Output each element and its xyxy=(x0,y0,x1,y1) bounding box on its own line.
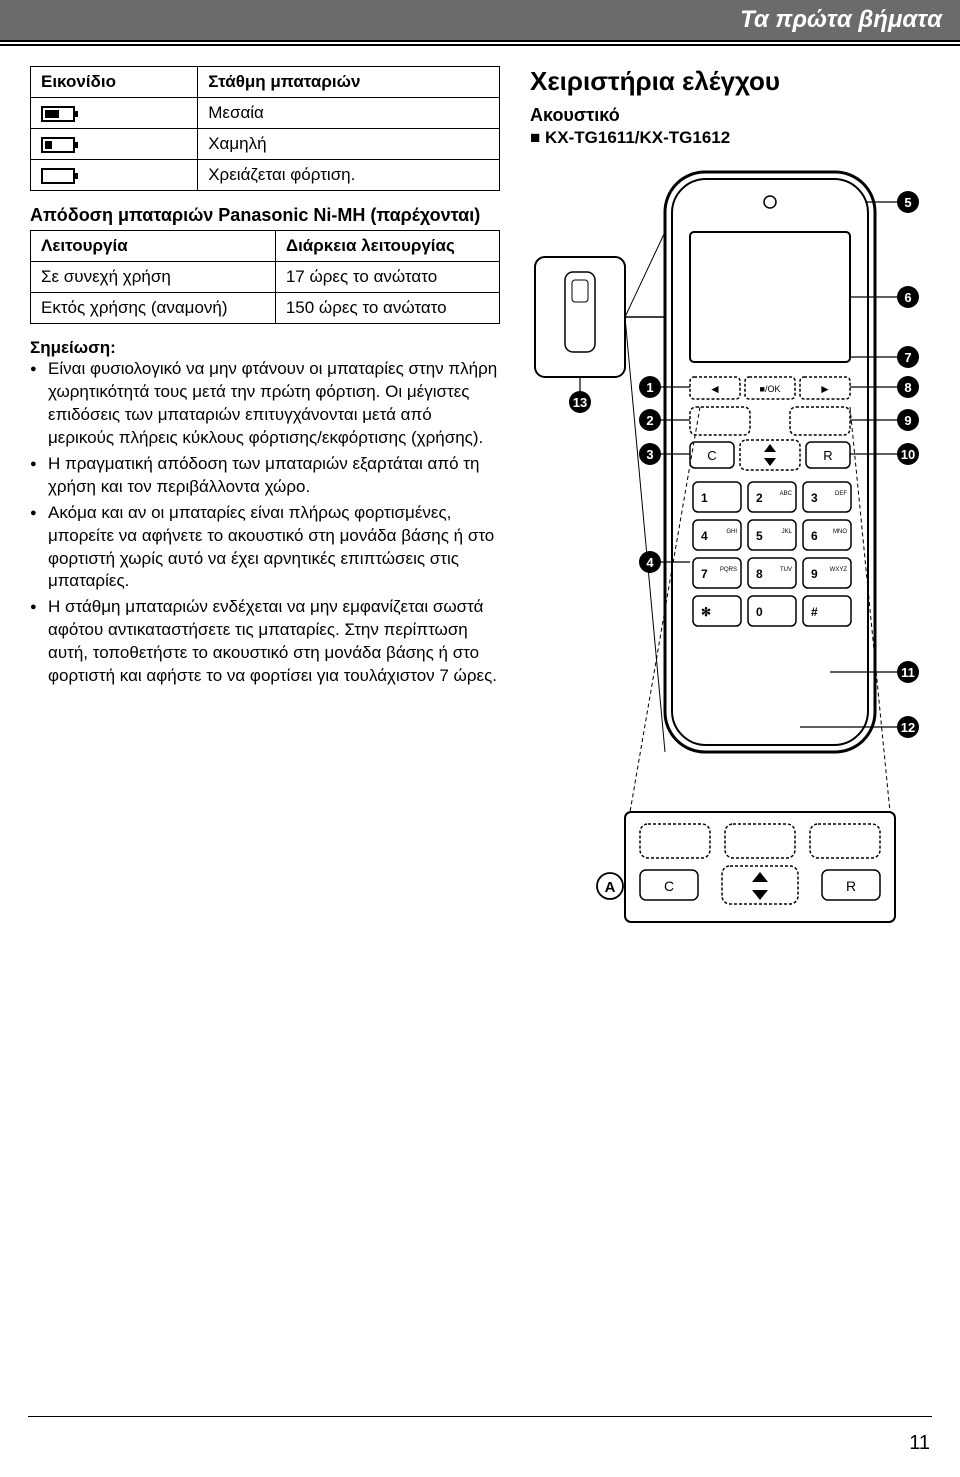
note-item: Η στάθμη μπαταριών ενδέχεται να μην εμφα… xyxy=(30,596,500,688)
page-number: 11 xyxy=(909,1432,930,1455)
svg-text:A: A xyxy=(605,879,616,896)
page-header-title: Τα πρώτα βήματα xyxy=(740,6,942,33)
svg-text:10: 10 xyxy=(901,447,915,462)
table-row: Μεσαία xyxy=(31,98,500,129)
svg-text:6: 6 xyxy=(904,290,911,305)
svg-text:PQRS: PQRS xyxy=(720,567,737,573)
svg-text:■/OK: ■/OK xyxy=(760,384,781,394)
svg-text:R: R xyxy=(823,448,832,463)
svg-text:►: ► xyxy=(819,382,831,396)
battery-medium-icon xyxy=(41,106,75,122)
battery-label: Χρειάζεται φόρτιση. xyxy=(198,160,500,191)
handset-diagram: ◄ ■/OK ► C R 12ABC3DEF4GHI5JKL6MNO7PQRS8 xyxy=(530,162,930,942)
notes-list: Είναι φυσιολογικό να μην φτάνουν οι μπατ… xyxy=(30,358,500,688)
svg-text:TUV: TUV xyxy=(780,567,792,573)
perf-duration: 17 ώρες το ανώτατο xyxy=(275,262,499,293)
battery-level-table: Εικονίδιο Στάθμη μπαταριών Μεσαία xyxy=(30,66,500,191)
perf-header-mode: Λειτουργία xyxy=(31,231,276,262)
note-item: Είναι φυσιολογικό να μην φτάνουν οι μπατ… xyxy=(30,358,500,450)
svg-text:DEF: DEF xyxy=(835,491,847,497)
svg-text:11: 11 xyxy=(901,665,915,680)
svg-text:3: 3 xyxy=(811,491,818,505)
svg-text:3: 3 xyxy=(646,447,653,462)
battery-label: Χαμηλή xyxy=(198,129,500,160)
svg-text:MNO: MNO xyxy=(833,529,847,535)
perf-mode: Εκτός χρήσης (αναμονή) xyxy=(31,293,276,324)
right-column: Χειριστήρια ελέγχου Ακουστικό ■ KX-TG161… xyxy=(530,66,930,942)
svg-text:7: 7 xyxy=(701,567,708,581)
battery-label: Μεσαία xyxy=(198,98,500,129)
notes-heading: Σημείωση: xyxy=(30,338,500,358)
handset-svg: ◄ ■/OK ► C R 12ABC3DEF4GHI5JKL6MNO7PQRS8 xyxy=(530,162,930,942)
svg-text:ABC: ABC xyxy=(780,491,793,497)
svg-text:2: 2 xyxy=(646,413,653,428)
svg-text:C: C xyxy=(664,878,674,894)
svg-text:7: 7 xyxy=(904,350,911,365)
svg-text:1: 1 xyxy=(646,380,653,395)
battery-low-icon xyxy=(41,137,75,153)
svg-text:✻: ✻ xyxy=(701,605,711,619)
svg-text:6: 6 xyxy=(811,529,818,543)
svg-text:1: 1 xyxy=(701,491,708,505)
svg-text:8: 8 xyxy=(904,380,911,395)
svg-text:C: C xyxy=(707,448,716,463)
left-column: Εικονίδιο Στάθμη μπαταριών Μεσαία xyxy=(30,66,500,942)
svg-text:4: 4 xyxy=(646,555,654,570)
table-row: Χρειάζεται φόρτιση. xyxy=(31,160,500,191)
model-bullet: ■ xyxy=(530,128,540,147)
note-item: Ακόμα και αν οι μπαταρίες είναι πλήρως φ… xyxy=(30,502,500,594)
svg-text:#: # xyxy=(811,605,818,619)
battery-empty-icon xyxy=(41,168,75,184)
battery-icon-cell xyxy=(31,129,198,160)
footer-rule xyxy=(28,1416,932,1417)
note-item: Η πραγματική απόδοση των μπαταριών εξαρτ… xyxy=(30,453,500,499)
svg-text:5: 5 xyxy=(756,529,763,543)
svg-text:5: 5 xyxy=(904,195,911,210)
battery-table-header-level: Στάθμη μπαταριών xyxy=(198,67,500,98)
perf-duration: 150 ώρες το ανώτατο xyxy=(275,293,499,324)
svg-text:9: 9 xyxy=(811,567,818,581)
svg-text:13: 13 xyxy=(573,395,587,410)
svg-text:12: 12 xyxy=(901,720,915,735)
battery-icon-cell xyxy=(31,98,198,129)
controls-subtitle: Ακουστικό xyxy=(530,105,930,126)
svg-text:2: 2 xyxy=(756,491,763,505)
performance-heading: Απόδοση μπαταριών Panasonic Ni-MH (παρέχ… xyxy=(30,205,500,226)
svg-text:8: 8 xyxy=(756,567,763,581)
battery-icon-cell xyxy=(31,160,198,191)
model-text: KX-TG1611/KX-TG1612 xyxy=(545,128,730,147)
table-row: Σε συνεχή χρήση 17 ώρες το ανώτατο xyxy=(31,262,500,293)
svg-text:R: R xyxy=(846,878,856,894)
svg-text:0: 0 xyxy=(756,605,763,619)
svg-text:4: 4 xyxy=(701,529,708,543)
svg-text:GHI: GHI xyxy=(726,529,737,535)
perf-mode: Σε συνεχή χρήση xyxy=(31,262,276,293)
controls-title: Χειριστήρια ελέγχου xyxy=(530,66,930,97)
page-header: Τα πρώτα βήματα xyxy=(0,0,960,42)
performance-table: Λειτουργία Διάρκεια λειτουργίας Σε συνεχ… xyxy=(30,230,500,324)
svg-text:9: 9 xyxy=(904,413,911,428)
svg-text:WXYZ: WXYZ xyxy=(830,567,848,573)
battery-table-header-icon: Εικονίδιο xyxy=(31,67,198,98)
svg-text:JKL: JKL xyxy=(782,529,793,535)
svg-text:◄: ◄ xyxy=(709,382,721,396)
table-row: Εκτός χρήσης (αναμονή) 150 ώρες το ανώτα… xyxy=(31,293,500,324)
table-row: Χαμηλή xyxy=(31,129,500,160)
perf-header-duration: Διάρκεια λειτουργίας xyxy=(275,231,499,262)
model-line: ■ KX-TG1611/KX-TG1612 xyxy=(530,128,930,148)
